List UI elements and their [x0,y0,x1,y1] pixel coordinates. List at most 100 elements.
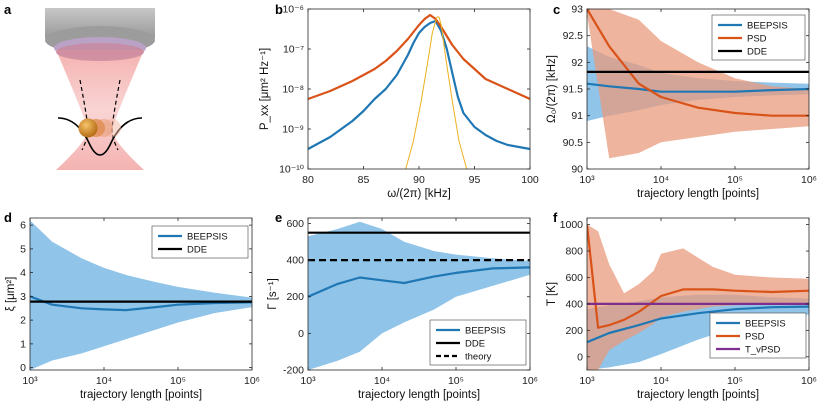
series-line-measured-psd [308,19,530,151]
x-tick-label: 100 [521,174,539,186]
series-line-psd [587,224,809,329]
laser-trap-illustration [45,8,155,170]
panel-label-f: f [553,210,558,225]
panel-label-a: a [4,2,12,17]
series-line-beepsis [30,295,252,312]
panel-f: f 10³ 10⁴ 10⁵ 10⁶ 0 200 400 600 800 1000 trajectory… [546,210,817,401]
panel-label-c: c [553,2,560,17]
y-tick-label: 3 [20,291,26,303]
y-tick-label: 10⁻¹⁰ [279,164,305,176]
panel-label-b: b [275,2,283,17]
legend-f: BEEPSIS PSD T_vPSD [709,312,807,359]
panel-label-d: d [4,210,12,225]
confidence-band-psd [587,9,809,159]
y-tick-label: 10⁻⁷ [283,44,304,56]
plot-area-c [587,9,809,159]
y-tick-label: 800 [565,246,583,258]
y-tick-label: 0 [20,362,26,374]
legend-box [151,225,249,259]
x-tick-label: 10³ [579,174,595,186]
confidence-band-psd [587,224,809,370]
x-tick-label: 10⁴ [374,375,390,387]
y-tick-label: 400 [565,298,583,310]
series-group-d [30,220,252,370]
x-tick-label: 10⁶ [801,174,817,186]
x-tick-label: 10⁵ [448,375,464,387]
x-axis-label: trajectory length [points] [637,188,759,200]
axes-frame-e [307,217,531,371]
y-axis-label: Γ [s⁻¹] [267,278,279,310]
x-axis-label: trajectory length [points] [80,389,202,401]
x-tick-label: 10⁵ [727,174,743,186]
axes-frame-d [29,217,253,371]
legend-d: BEEPSIS DDE [151,225,249,259]
potential-well-curve [57,117,143,156]
beam-top-focus [56,43,144,61]
x-tick-label: 10⁶ [801,375,817,387]
legend-label: DDE [747,47,767,58]
y-tick-label: 91.5 [563,84,584,96]
axes-frame-f [586,217,810,371]
y-tick-label: 600 [286,218,304,230]
x-tick-label: 80 [302,174,314,186]
series-group-c [587,9,809,159]
y-tick-label: 91 [571,110,583,122]
series-line-beepsis [587,305,809,344]
legend-label: PSD [747,34,767,45]
plot-area-d [30,220,252,370]
y-tick-label: 93 [571,4,583,16]
y-axis-label: ξ [μm²] [5,277,17,312]
legend-label: theory [465,352,492,363]
legend-label: DDE [465,339,485,350]
legend-label: DDE [187,245,207,256]
x-axis-label: trajectory length [points] [358,389,480,401]
y-tick-label: 10⁻⁹ [282,124,304,136]
legend-label: PSD [745,332,765,343]
series-line-beepsis [308,266,530,298]
series-line-beepsis [587,82,809,93]
series-group-e [308,221,530,370]
y-tick-label: 90 [571,164,583,176]
x-tick-label: 10⁵ [727,375,743,387]
series-line-narrow-peak [405,16,468,169]
y-tick-label: 200 [286,291,304,303]
y-tick-label: 92.5 [563,30,584,42]
x-tick-label: 10⁴ [653,375,669,387]
y-axis-label: T [K] [546,282,558,306]
confidence-band-beepsis [30,220,252,370]
x-tick-label: 10⁴ [653,174,669,186]
panel-e: e 10³ 10⁴ 10⁵ 10⁶ -200 0 200 400 600 trajectory le… [267,210,538,401]
x-axis-label: trajectory length [points] [637,389,759,401]
x-tick-label: 10⁵ [170,375,186,387]
y-tick-label: 5 [20,243,26,255]
laser-beam [56,50,144,170]
legend-label: T_vPSD [745,345,781,356]
panel-b: b 80 85 90 95 100 10⁻¹⁰ 10⁻⁹ 10⁻⁸ 10⁻⁷ 10⁻⁶ ω/(2π) … [259,2,539,200]
y-tick-label: 1 [20,338,26,350]
series-line-psd [587,9,809,117]
panel-d: d 10³ 10⁴ 10⁵ 10⁶ 0 1 2 3 4 5 6 trajectory length [p… [4,210,260,401]
y-tick-label: 92 [571,57,583,69]
y-tick-label: 6 [20,220,26,232]
plot-area-e [308,221,530,370]
series-line-lorentzian-fit [308,13,530,101]
y-tick-label: 0 [577,351,583,363]
x-tick-label: 85 [358,174,370,186]
legend-e: BEEPSIS DDE theory [429,319,527,366]
y-tick-label: 200 [565,325,583,337]
legend-label: BEEPSIS [465,326,506,337]
x-tick-label: 90 [413,174,425,186]
x-axis-label: ω/(2π) [kHz] [387,188,451,200]
x-tick-label: 10⁶ [522,375,538,387]
confidence-band-beepsis [308,221,530,370]
y-tick-label: 10⁻⁶ [282,4,304,16]
legend-label: BEEPSIS [187,232,228,243]
x-tick-label: 10³ [300,375,316,387]
y-tick-label: 0 [298,328,304,340]
x-tick-label: 10⁶ [244,375,260,387]
y-tick-label: -200 [283,365,304,377]
x-tick-label: 10³ [22,375,38,387]
y-tick-label: 90.5 [563,137,584,149]
panel-a: a [4,2,155,170]
chart-panels: b80 85 90 95 10010⁻¹⁰10⁻⁹10⁻⁸10⁻⁷10⁻⁶ω/(2π) … [4,2,817,401]
